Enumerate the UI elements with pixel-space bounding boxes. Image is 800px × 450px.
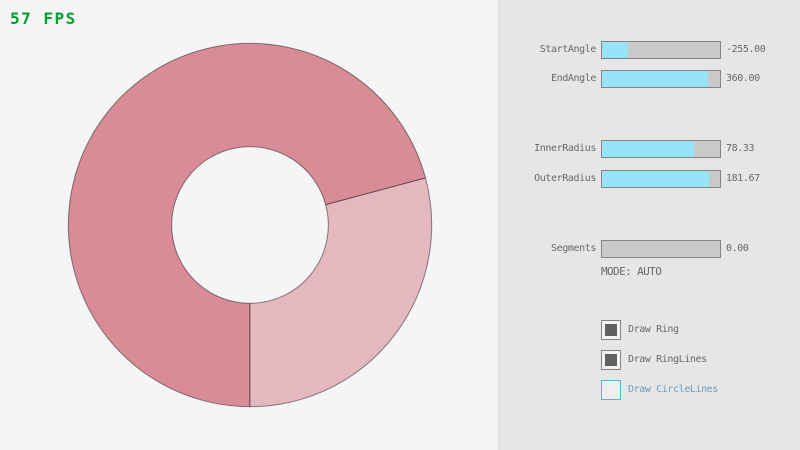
startangle-slider-row: StartAngle -255.00	[499, 41, 800, 59]
outerradius-slider[interactable]	[601, 170, 721, 188]
outerradius-slider-row: OuterRadius 181.67	[499, 170, 800, 188]
draw-ring-checkbox[interactable]: Draw Ring	[601, 320, 800, 340]
check-mark	[605, 324, 617, 336]
endangle-slider[interactable]	[601, 70, 721, 88]
check-mark	[605, 354, 617, 366]
startangle-slider[interactable]	[601, 41, 721, 59]
innerradius-slider[interactable]	[601, 140, 721, 158]
draw-ring-label: Draw Ring	[628, 324, 679, 335]
innerradius-value: 78.33	[726, 143, 755, 154]
segments-value: 0.00	[726, 243, 749, 254]
draw-ringlines-label: Draw RingLines	[628, 354, 707, 365]
outerradius-slider-fill	[602, 171, 710, 187]
endangle-slider-row: EndAngle 360.00	[499, 70, 800, 88]
draw-circlelines-checkbox[interactable]: Draw CircleLines	[601, 380, 800, 400]
segments-slider-row: Segments 0.00	[499, 240, 800, 258]
ring-shape	[67, 42, 433, 408]
startangle-label: StartAngle	[539, 44, 597, 55]
draw-circlelines-checkbox-box[interactable]	[601, 380, 621, 400]
fps-counter: 57 FPS	[10, 9, 77, 28]
innerradius-label: InnerRadius	[534, 143, 596, 154]
draw-ringlines-checkbox-box[interactable]	[601, 350, 621, 370]
startangle-slider-fill	[602, 42, 628, 58]
innerradius-slider-row: InnerRadius 78.33	[499, 140, 800, 158]
draw-circlelines-label: Draw CircleLines	[628, 384, 718, 395]
segments-label: Segments	[551, 243, 596, 254]
endangle-value: 360.00	[726, 73, 760, 84]
ring-single-segment	[249, 177, 433, 408]
endangle-slider-fill	[602, 71, 709, 87]
outerradius-value: 181.67	[726, 173, 760, 184]
segments-slider[interactable]	[601, 240, 721, 258]
render-canvas: 57 FPS	[10, 9, 433, 408]
outerradius-label: OuterRadius	[534, 173, 596, 184]
innerradius-slider-fill	[602, 141, 695, 157]
segments-mode-text: MODE: AUTO	[601, 265, 662, 278]
control-panel: StartAngle -255.00 EndAngle 360.00 Inner…	[498, 0, 800, 450]
endangle-label: EndAngle	[551, 73, 596, 84]
draw-ringlines-checkbox[interactable]: Draw RingLines	[601, 350, 800, 370]
ring-overlap-segment	[67, 42, 427, 408]
startangle-value: -255.00	[726, 44, 766, 55]
draw-ring-checkbox-box[interactable]	[601, 320, 621, 340]
